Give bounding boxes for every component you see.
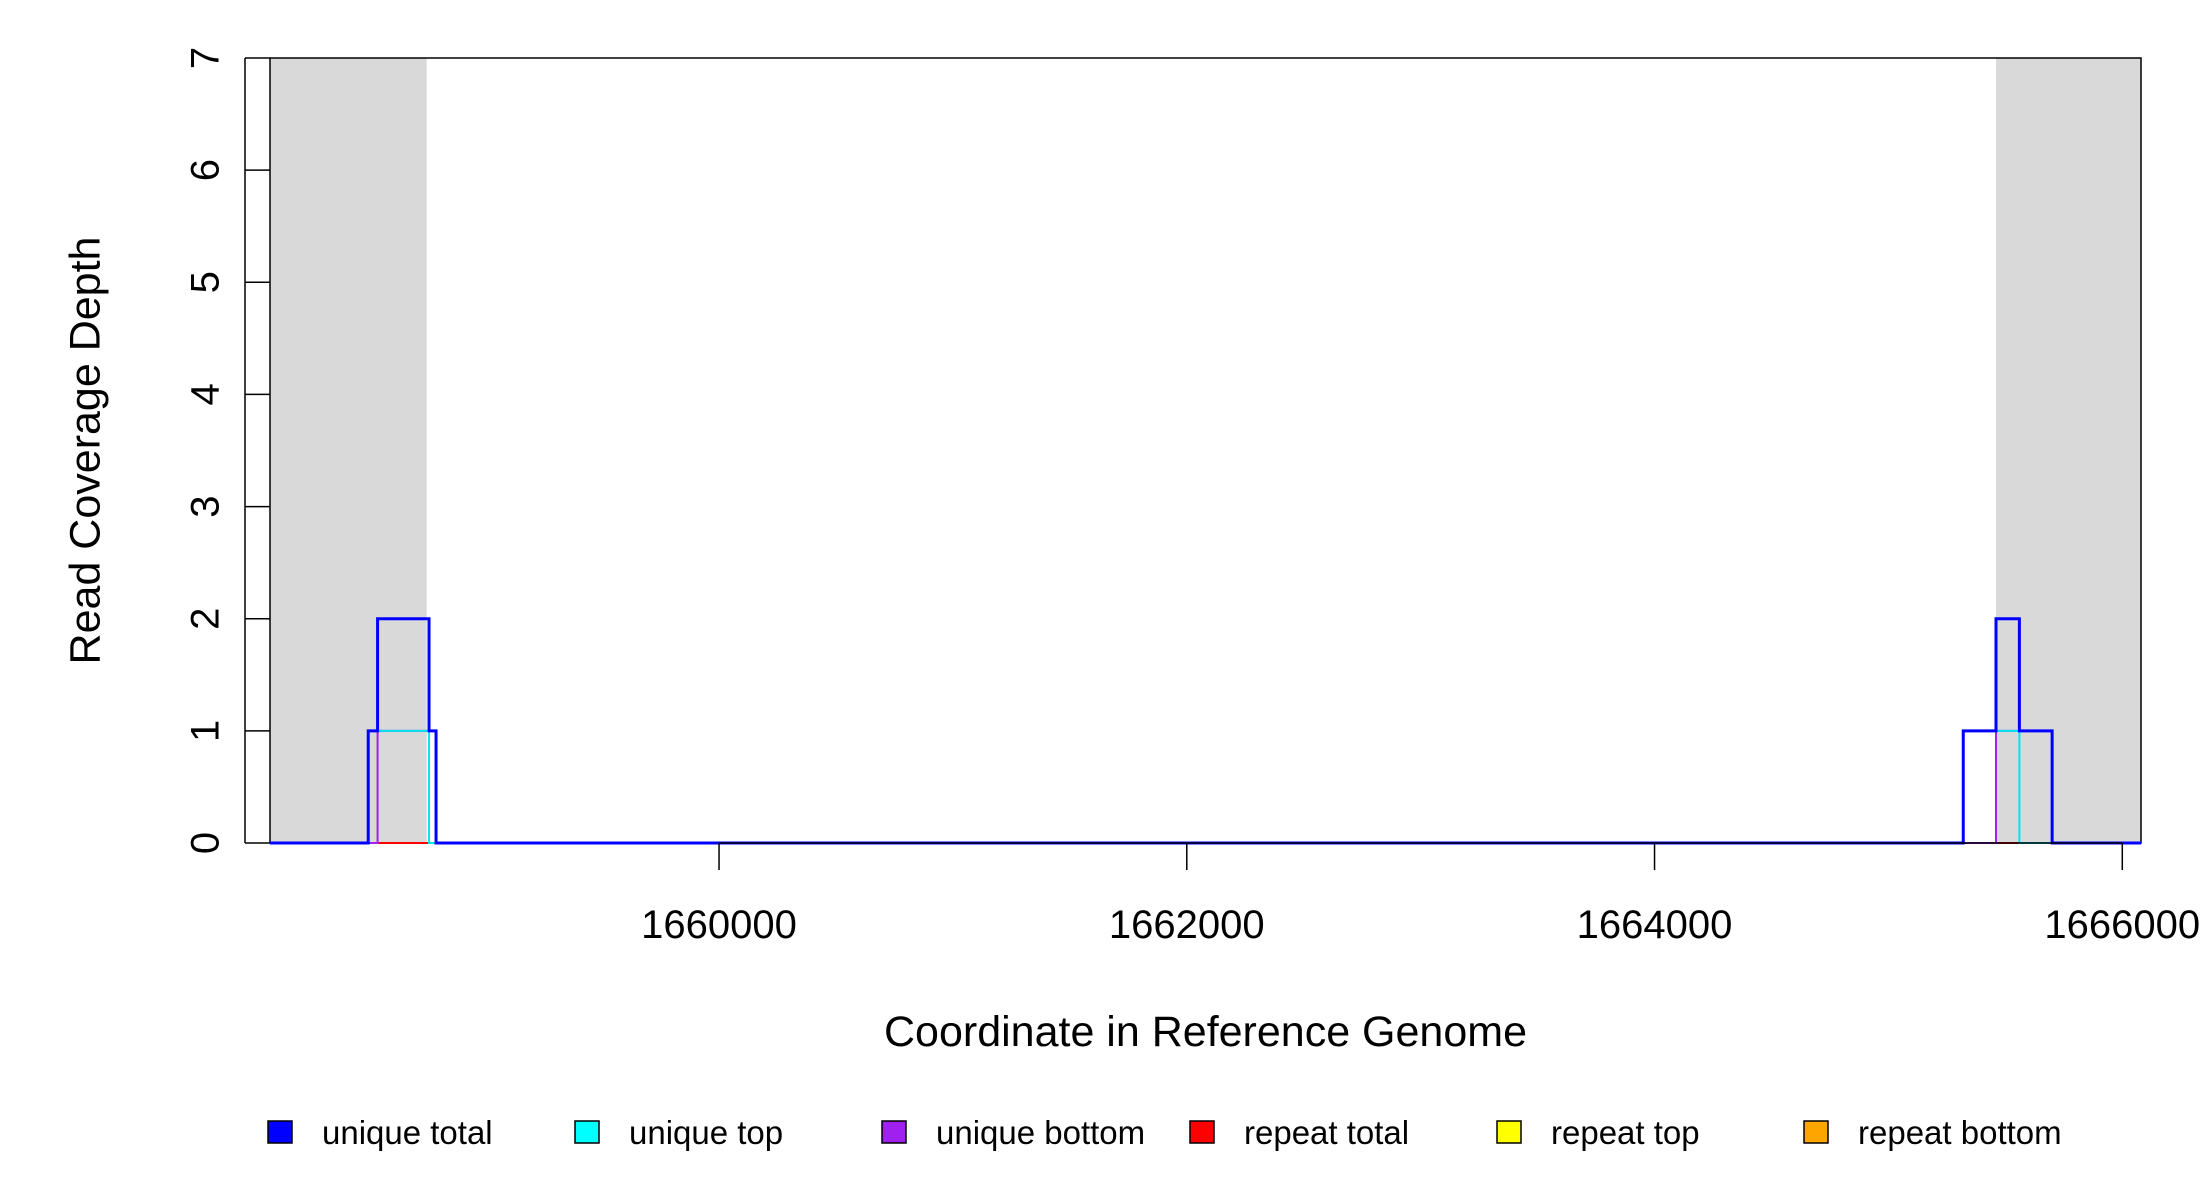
legend-item-repeat-total: repeat total [1189,1114,1409,1151]
y-tick-label: 5 [184,271,228,293]
y-tick-label: 7 [184,47,228,69]
x-tick-label: 1662000 [1109,903,1265,947]
legend-swatch [881,1120,907,1144]
legend: unique total unique top unique bottom repea… [267,1114,2062,1151]
legend-swatch [1189,1120,1215,1144]
legend-item-unique-total: unique total [267,1114,493,1151]
legend-label: repeat total [1244,1114,1409,1151]
y-axis-label: Read Coverage Depth [61,237,109,665]
legend-item-unique-bottom: unique bottom [881,1114,1145,1151]
y-tick-label: 6 [184,159,228,181]
shaded-region-2 [1995,58,2141,843]
y-tick-label: 2 [184,608,228,630]
legend-swatch [1496,1120,1522,1144]
legend-label: repeat top [1551,1114,1700,1151]
legend-label: unique total [322,1114,493,1151]
y-tick-label: 0 [184,832,228,854]
y-tick-label: 4 [184,383,228,405]
x-tick-label: 1660000 [641,903,797,947]
x-axis-label: Coordinate in Reference Genome [884,1008,1527,1056]
plot-frame [269,57,2142,844]
x-axis: 1660000 1662000 1664000 1666000 [641,842,2200,947]
series-line-unique-total [270,617,2141,845]
x-tick-label: 1666000 [2044,903,2200,947]
y-axis: 0 1 2 3 4 5 6 7 [184,47,270,854]
legend-label: repeat bottom [1858,1114,2062,1151]
legend-label: unique bottom [936,1114,1145,1151]
y-tick-label: 1 [184,720,228,742]
series-lines [270,617,2141,845]
shaded-regions [270,58,2141,843]
legend-swatch [267,1120,293,1144]
series-line-unique-bottom [270,729,2141,844]
shaded-region-1 [270,58,427,843]
y-tick-label: 3 [184,495,228,517]
legend-item-repeat-top: repeat top [1496,1114,1700,1151]
legend-item-repeat-bottom: repeat bottom [1803,1114,2062,1151]
series-line-unique-top [270,729,2141,844]
legend-label: unique top [629,1114,783,1151]
x-tick-label: 1664000 [1577,903,1733,947]
legend-item-unique-top: unique top [574,1114,783,1151]
legend-swatch [1803,1120,1829,1144]
legend-swatch [574,1120,600,1144]
